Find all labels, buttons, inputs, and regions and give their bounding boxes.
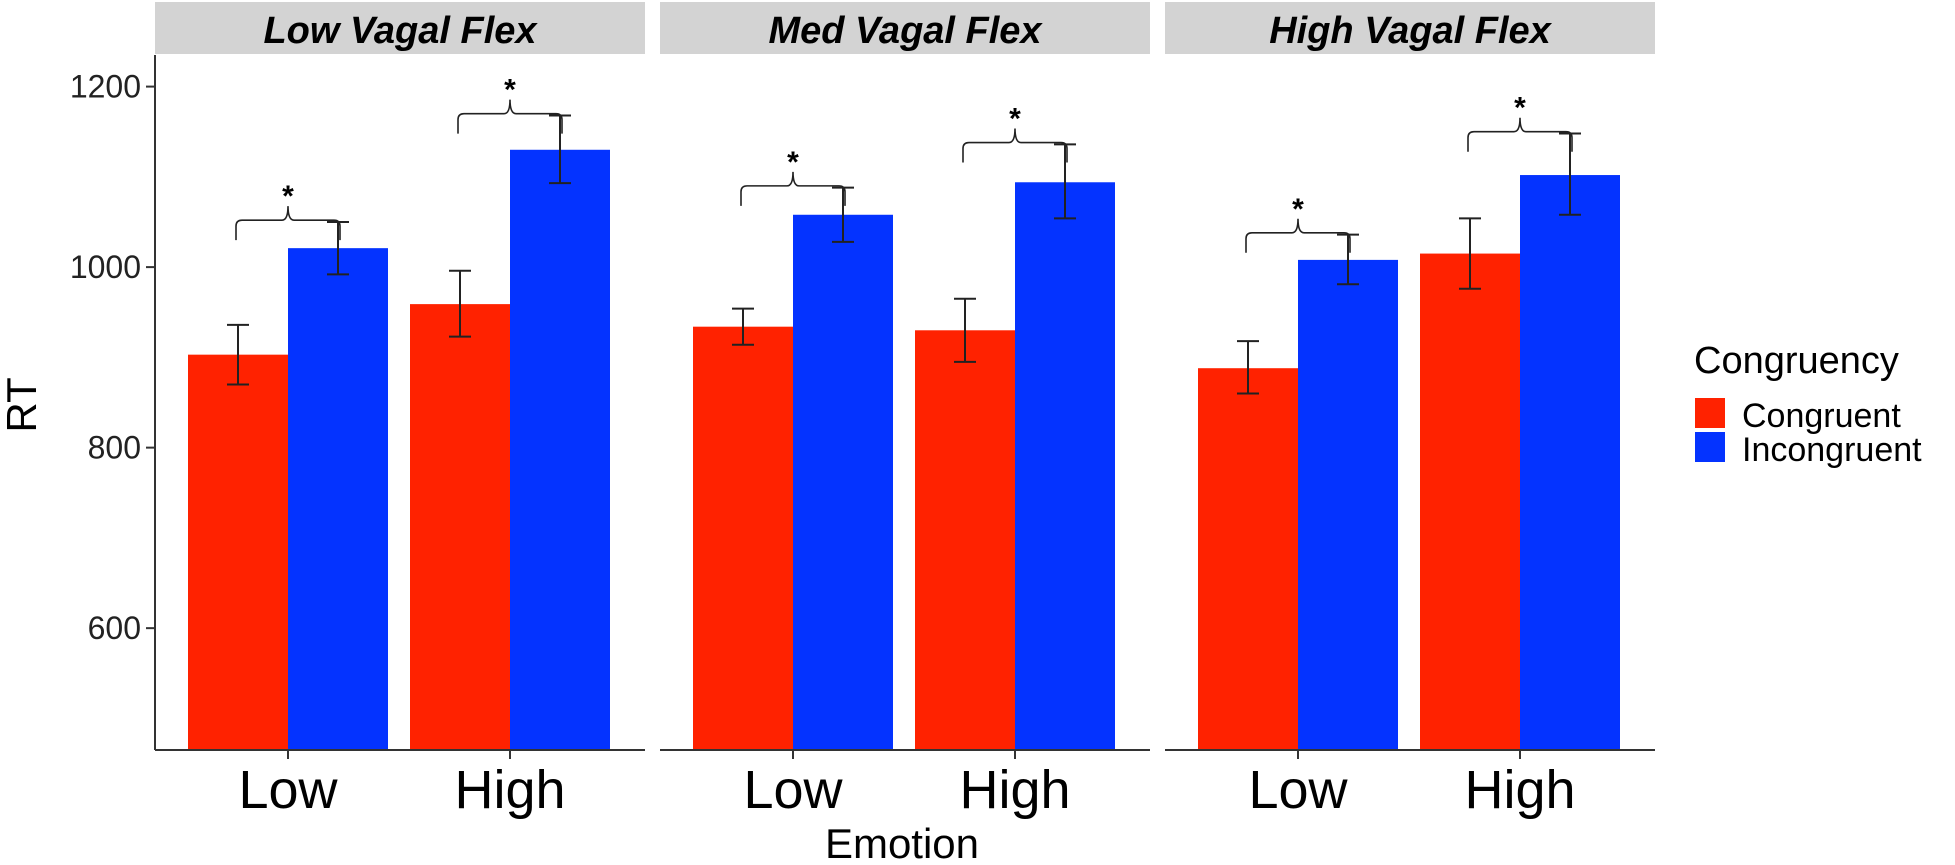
y-tick-label: 1200 [70, 69, 141, 105]
panel-3: High Vagal Flex Low High * * [1165, 2, 1655, 820]
panel-2: Med Vagal Flex Low High * * [660, 2, 1150, 820]
y-axis-title: RT [0, 377, 45, 432]
error-bar [954, 297, 976, 363]
significance-bracket: * [962, 103, 1068, 163]
error-bar [1237, 340, 1259, 395]
bar-congruent-low [1198, 368, 1298, 750]
y-tick-label: 1000 [70, 249, 141, 285]
significance-bracket: * [235, 180, 341, 241]
x-tick-label: High [454, 760, 565, 820]
error-bar [732, 307, 754, 346]
legend-label-congruent: Congruent [1742, 397, 1901, 435]
significance-label: * [1514, 92, 1526, 125]
legend-swatch-congruent [1695, 398, 1725, 428]
significance-label: * [1009, 103, 1021, 136]
significance-label: * [282, 180, 294, 213]
panel-strip [660, 2, 1150, 54]
x-tick-label: Low [743, 760, 843, 820]
x-tick-label: High [959, 760, 1070, 820]
significance-bracket: * [1245, 193, 1351, 253]
x-tick-label: Low [1248, 760, 1348, 820]
legend-label-incongruent: Incongruent [1742, 431, 1922, 469]
significance-label: * [787, 146, 799, 179]
significance-label: * [1292, 193, 1304, 226]
bar-incongruent-high [1015, 182, 1115, 750]
y-tick-label: 800 [88, 430, 141, 466]
panel-1: Low Vagal Flex Low High * * [155, 2, 645, 820]
significance-bracket: * [457, 74, 563, 134]
error-bar [1459, 217, 1481, 290]
significance-label: * [504, 74, 516, 107]
legend-title: Congruency [1694, 340, 1899, 382]
legend-swatch-incongruent [1695, 432, 1725, 462]
x-tick-label: High [1464, 760, 1575, 820]
significance-bracket: * [740, 146, 846, 206]
bar-congruent-high [915, 330, 1015, 750]
panel-title: Med Vagal Flex [768, 10, 1043, 52]
x-tick-label: Low [238, 760, 338, 820]
bar-congruent-low [188, 354, 288, 750]
bar-incongruent-low [1298, 259, 1398, 750]
bar-congruent-low [693, 326, 793, 750]
panel-strip [155, 2, 645, 54]
error-bar [449, 269, 471, 338]
y-tick-label: 600 [88, 610, 141, 646]
x-axis-title: Emotion [825, 820, 979, 865]
error-bar [227, 323, 249, 386]
bar-congruent-high [1420, 253, 1520, 751]
significance-bracket: * [1467, 92, 1573, 152]
panels: Low Vagal Flex Low High * * Med Vagal Flex Low… [155, 2, 1655, 820]
panel-strip [1165, 2, 1655, 54]
bar-congruent-high [410, 304, 510, 750]
bar-incongruent-high [510, 149, 610, 751]
legend: Congruency Congruent Incongruent [1694, 340, 1922, 469]
bar-incongruent-low [793, 214, 893, 750]
y-axis: 600 800 1000 1200 [70, 55, 156, 750]
panel-title: Low Vagal Flex [263, 10, 538, 52]
bar-incongruent-high [1520, 175, 1620, 750]
panel-title: High Vagal Flex [1269, 10, 1552, 52]
bar-incongruent-low [288, 248, 388, 751]
